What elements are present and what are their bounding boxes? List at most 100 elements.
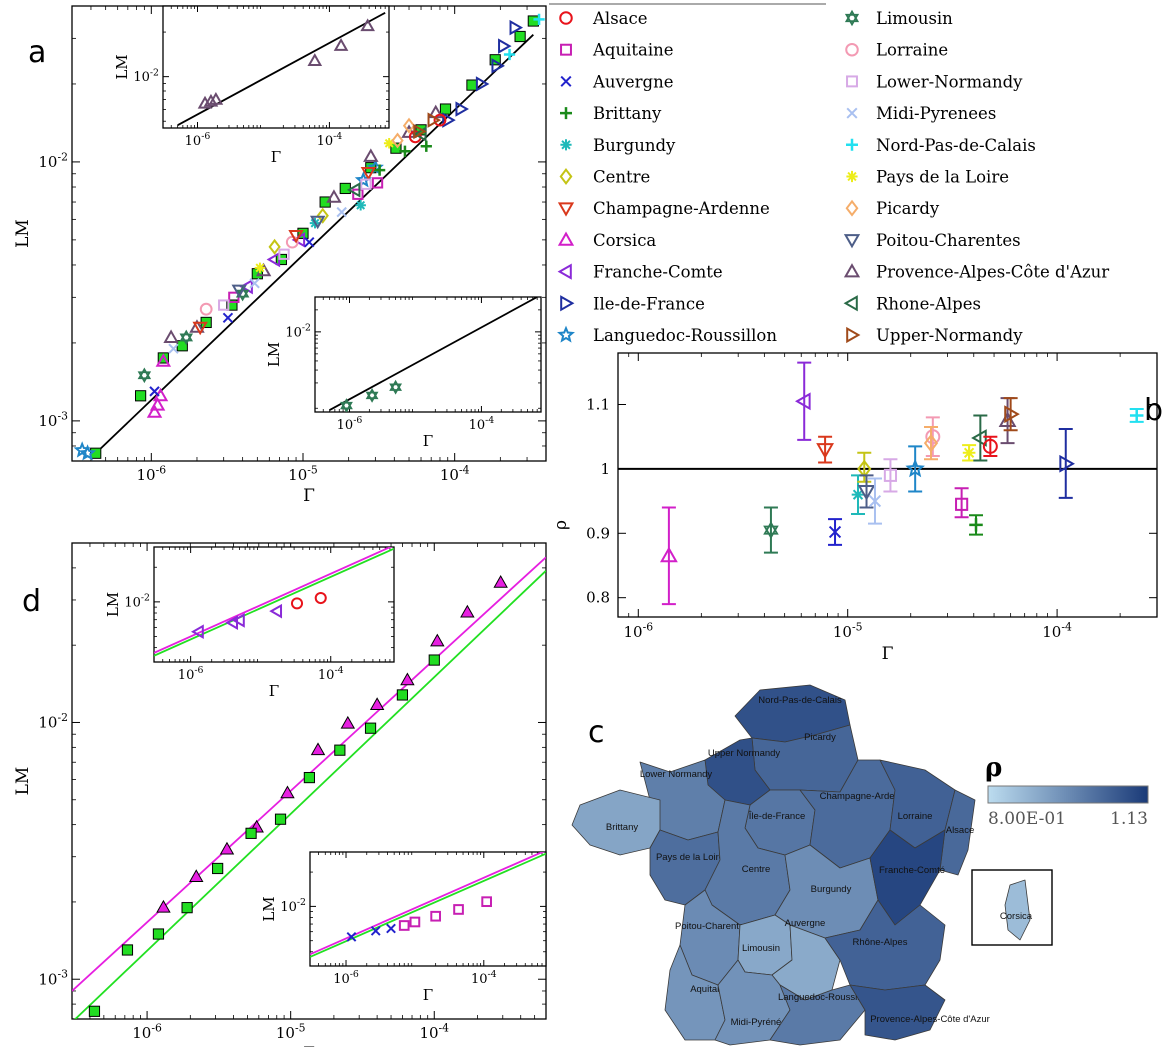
data-point [383,138,395,149]
errorbar-centre [857,451,872,483]
legend-item: Corsica [557,231,656,250]
data-point [121,944,134,956]
region-label: Île-de-France [748,811,806,822]
region-label: Poitou-Charentes [675,921,749,932]
data-point [398,920,410,931]
data-point [249,278,260,289]
data-point [427,112,442,128]
y-tick-label: 10-2 [38,150,68,171]
y-tick-label: 0.8 [586,589,610,607]
data-point [370,925,381,936]
legend-item: Pays de la Loire [846,168,1009,187]
panel-a-inset-top: 10-6 10-4 10-2 Γ LM [113,5,390,166]
data-point [498,38,512,54]
errorbar-auvergne [828,518,843,546]
legend-item: Poitou-Charentes [843,231,1021,250]
data-point [475,76,490,92]
x-tick-label: 10-5 [276,1021,306,1042]
y-tick-label: 10-2 [38,711,68,732]
region-label: Pays de la Loire [656,852,724,863]
region-label: Champagne-Ardenne [820,791,911,802]
data-point [336,206,347,218]
legend-label: Picardy [876,199,940,218]
y-tick-label: 10-3 [38,409,68,430]
data-point [955,497,969,511]
x-tick-label: 10-6 [337,415,363,433]
legend-marker [560,139,572,151]
data-point [137,367,152,384]
legend-label: Limousin [876,9,953,28]
series-centre [268,207,329,255]
data-point [503,48,516,61]
series-champagne-ardenne [192,167,377,336]
data-point [199,302,213,316]
data-point [333,38,349,51]
legend-marker [846,326,861,344]
y-tick-label: 1.1 [586,396,610,414]
data-point [413,123,427,140]
legend-item: Brittany [560,104,662,123]
data-point [163,329,179,343]
data-point [268,238,281,255]
data-point [212,862,224,875]
x-axis-label: Γ [269,682,279,700]
legend-marker [846,75,858,88]
x-tick-label: 10-4 [318,665,344,683]
data-point [156,899,171,913]
legend-marker [557,231,575,246]
data-point [307,53,323,66]
data-point [360,178,372,190]
plot-area-a-inset-top [162,5,390,129]
data-point [203,93,219,107]
plot-marks [329,297,538,412]
legend-item: Limousin [844,9,953,28]
legend-item: Lower-Normandy [846,72,1023,91]
panel-letter-c: c [588,715,605,750]
series-limousin [340,379,403,412]
legend-marker [846,170,858,183]
data-point [316,207,329,224]
legend-label: Corsica [593,231,656,250]
errorbar-ile-de-france [1058,427,1075,499]
legend-marker [843,263,861,278]
series-upper-normandy [413,112,442,140]
data-point [491,58,505,74]
legend-item: Champagne-Ardenne [557,199,770,218]
data-point [493,575,508,588]
data-point [763,521,779,540]
region-label: Centre [742,864,771,875]
data-point [152,928,165,940]
legend-label: Lorraine [876,41,948,60]
error-bar [1058,427,1073,499]
data-point [389,379,403,395]
data-point [346,182,361,198]
x-tick-label: 10-4 [317,131,343,149]
legend-item: Lorraine [845,41,948,60]
errorbar-franche-comte [795,361,812,441]
data-point [365,387,379,403]
error-bar [973,414,988,462]
legend-item: Upper-Normandy [846,326,1023,345]
region-languedoc-roussillon: Languedoc-Roussillon [769,984,872,1046]
legend-label: Poitou-Charentes [876,231,1021,250]
data-point [442,112,456,128]
data-point [883,468,898,482]
x-tick-label: 10-6 [132,1021,162,1042]
data-point [135,390,147,402]
region-corsica: Corsica [1000,879,1033,941]
legend-marker [843,295,858,312]
errorbar-corsica [659,506,678,606]
x-tick-label: 10-4 [471,969,497,987]
region-label: Corsica [1000,911,1033,922]
colorbar-gradient [987,785,1149,804]
plot-area-b [617,352,1158,618]
data-point [962,446,976,460]
region-shape [849,984,946,1041]
panel-letter-a: a [28,35,46,70]
plot-marks [72,556,546,1019]
x-tick-label: 10-6 [623,620,653,641]
data-point [314,591,327,605]
data-point [226,299,238,311]
region-provence-alpes-c-te-d-azur: Provence-Alpes-Côte d'Azur [849,984,990,1041]
legend-item: Alsace [559,9,648,28]
